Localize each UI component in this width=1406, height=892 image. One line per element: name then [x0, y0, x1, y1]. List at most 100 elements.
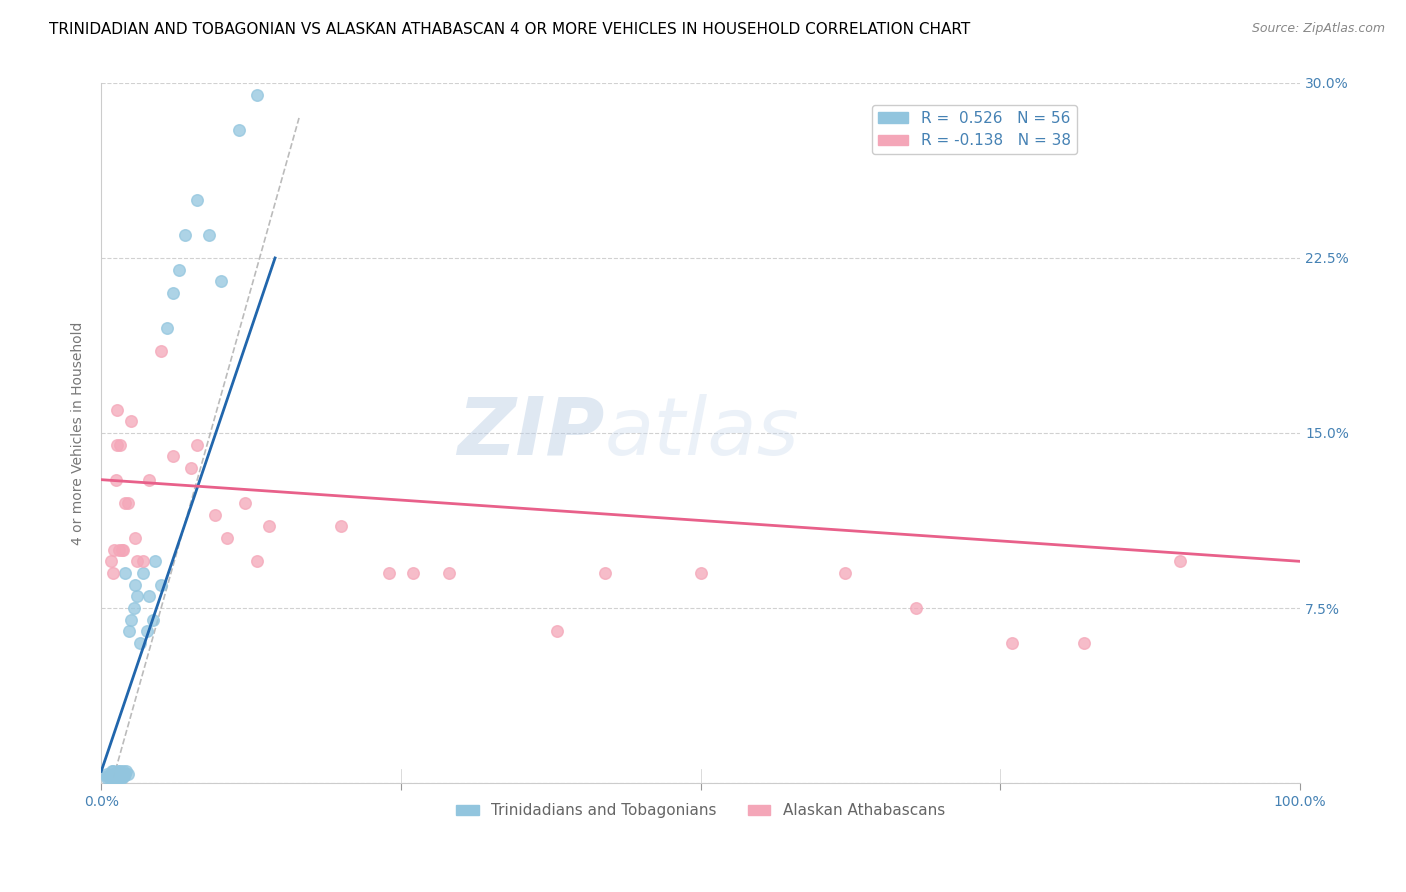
- Point: [117, 496, 139, 510]
- Point: [593, 566, 616, 580]
- Point: [209, 274, 232, 288]
- Y-axis label: 4 or more Vehicles in Household: 4 or more Vehicles in Household: [72, 321, 86, 545]
- Point: [110, 437, 132, 451]
- Point: [105, 772, 128, 786]
- Point: [103, 542, 125, 557]
- Point: [103, 769, 125, 783]
- Point: [122, 601, 145, 615]
- Point: [378, 566, 401, 580]
- Point: [115, 764, 138, 779]
- Text: TRINIDADIAN AND TOBAGONIAN VS ALASKAN ATHABASCAN 4 OR MORE VEHICLES IN HOUSEHOLD: TRINIDADIAN AND TOBAGONIAN VS ALASKAN AT…: [49, 22, 970, 37]
- Point: [103, 766, 125, 780]
- Point: [1168, 554, 1191, 568]
- Point: [150, 344, 173, 359]
- Point: [546, 624, 568, 639]
- Point: [257, 519, 280, 533]
- Point: [143, 554, 166, 568]
- Point: [101, 764, 124, 779]
- Point: [437, 566, 460, 580]
- Point: [103, 566, 125, 580]
- Point: [120, 613, 142, 627]
- Point: [104, 473, 127, 487]
- Point: [105, 437, 128, 451]
- Point: [104, 766, 127, 780]
- Point: [128, 636, 150, 650]
- Point: [180, 461, 202, 475]
- Point: [101, 772, 124, 786]
- Point: [110, 764, 132, 779]
- Point: [111, 764, 134, 779]
- Point: [114, 496, 136, 510]
- Point: [107, 764, 129, 779]
- Point: [246, 554, 269, 568]
- Point: [186, 193, 208, 207]
- Point: [124, 531, 146, 545]
- Point: [108, 766, 131, 780]
- Point: [111, 542, 134, 557]
- Point: [103, 772, 125, 786]
- Point: [107, 772, 129, 786]
- Point: [101, 769, 124, 783]
- Point: [689, 566, 711, 580]
- Point: [111, 769, 134, 783]
- Point: [100, 772, 122, 786]
- Point: [174, 227, 197, 242]
- Point: [150, 577, 173, 591]
- Point: [124, 577, 146, 591]
- Point: [330, 519, 353, 533]
- Point: [110, 769, 132, 783]
- Point: [217, 531, 239, 545]
- Point: [127, 590, 149, 604]
- Text: ZIP: ZIP: [457, 394, 605, 472]
- Point: [98, 772, 121, 786]
- Point: [103, 769, 125, 783]
- Point: [402, 566, 425, 580]
- Point: [162, 450, 184, 464]
- Point: [105, 769, 128, 783]
- Point: [114, 566, 136, 580]
- Legend: Trinidadians and Tobagonians, Alaskan Athabascans: Trinidadians and Tobagonians, Alaskan At…: [450, 797, 950, 824]
- Point: [162, 285, 184, 300]
- Point: [834, 566, 856, 580]
- Point: [118, 624, 141, 639]
- Point: [96, 766, 118, 780]
- Point: [117, 766, 139, 780]
- Point: [127, 554, 149, 568]
- Point: [114, 766, 136, 780]
- Point: [100, 554, 122, 568]
- Point: [138, 473, 160, 487]
- Point: [135, 624, 157, 639]
- Point: [167, 262, 190, 277]
- Point: [142, 613, 165, 627]
- Point: [138, 590, 160, 604]
- Point: [96, 772, 118, 786]
- Point: [110, 542, 132, 557]
- Point: [103, 764, 125, 779]
- Point: [110, 766, 132, 780]
- Point: [156, 321, 179, 335]
- Point: [104, 772, 127, 786]
- Point: [905, 601, 928, 615]
- Point: [98, 769, 121, 783]
- Point: [1001, 636, 1024, 650]
- Point: [246, 87, 269, 102]
- Point: [120, 414, 142, 428]
- Point: [96, 769, 118, 783]
- Point: [198, 227, 221, 242]
- Point: [204, 508, 226, 522]
- Point: [105, 402, 128, 417]
- Point: [112, 769, 135, 783]
- Point: [110, 772, 132, 786]
- Point: [132, 566, 155, 580]
- Point: [186, 437, 208, 451]
- Point: [103, 772, 125, 786]
- Point: [132, 554, 155, 568]
- Point: [108, 772, 131, 786]
- Point: [1073, 636, 1095, 650]
- Text: Source: ZipAtlas.com: Source: ZipAtlas.com: [1251, 22, 1385, 36]
- Point: [100, 769, 122, 783]
- Point: [233, 496, 256, 510]
- Point: [228, 122, 250, 136]
- Point: [108, 542, 131, 557]
- Text: atlas: atlas: [605, 394, 800, 472]
